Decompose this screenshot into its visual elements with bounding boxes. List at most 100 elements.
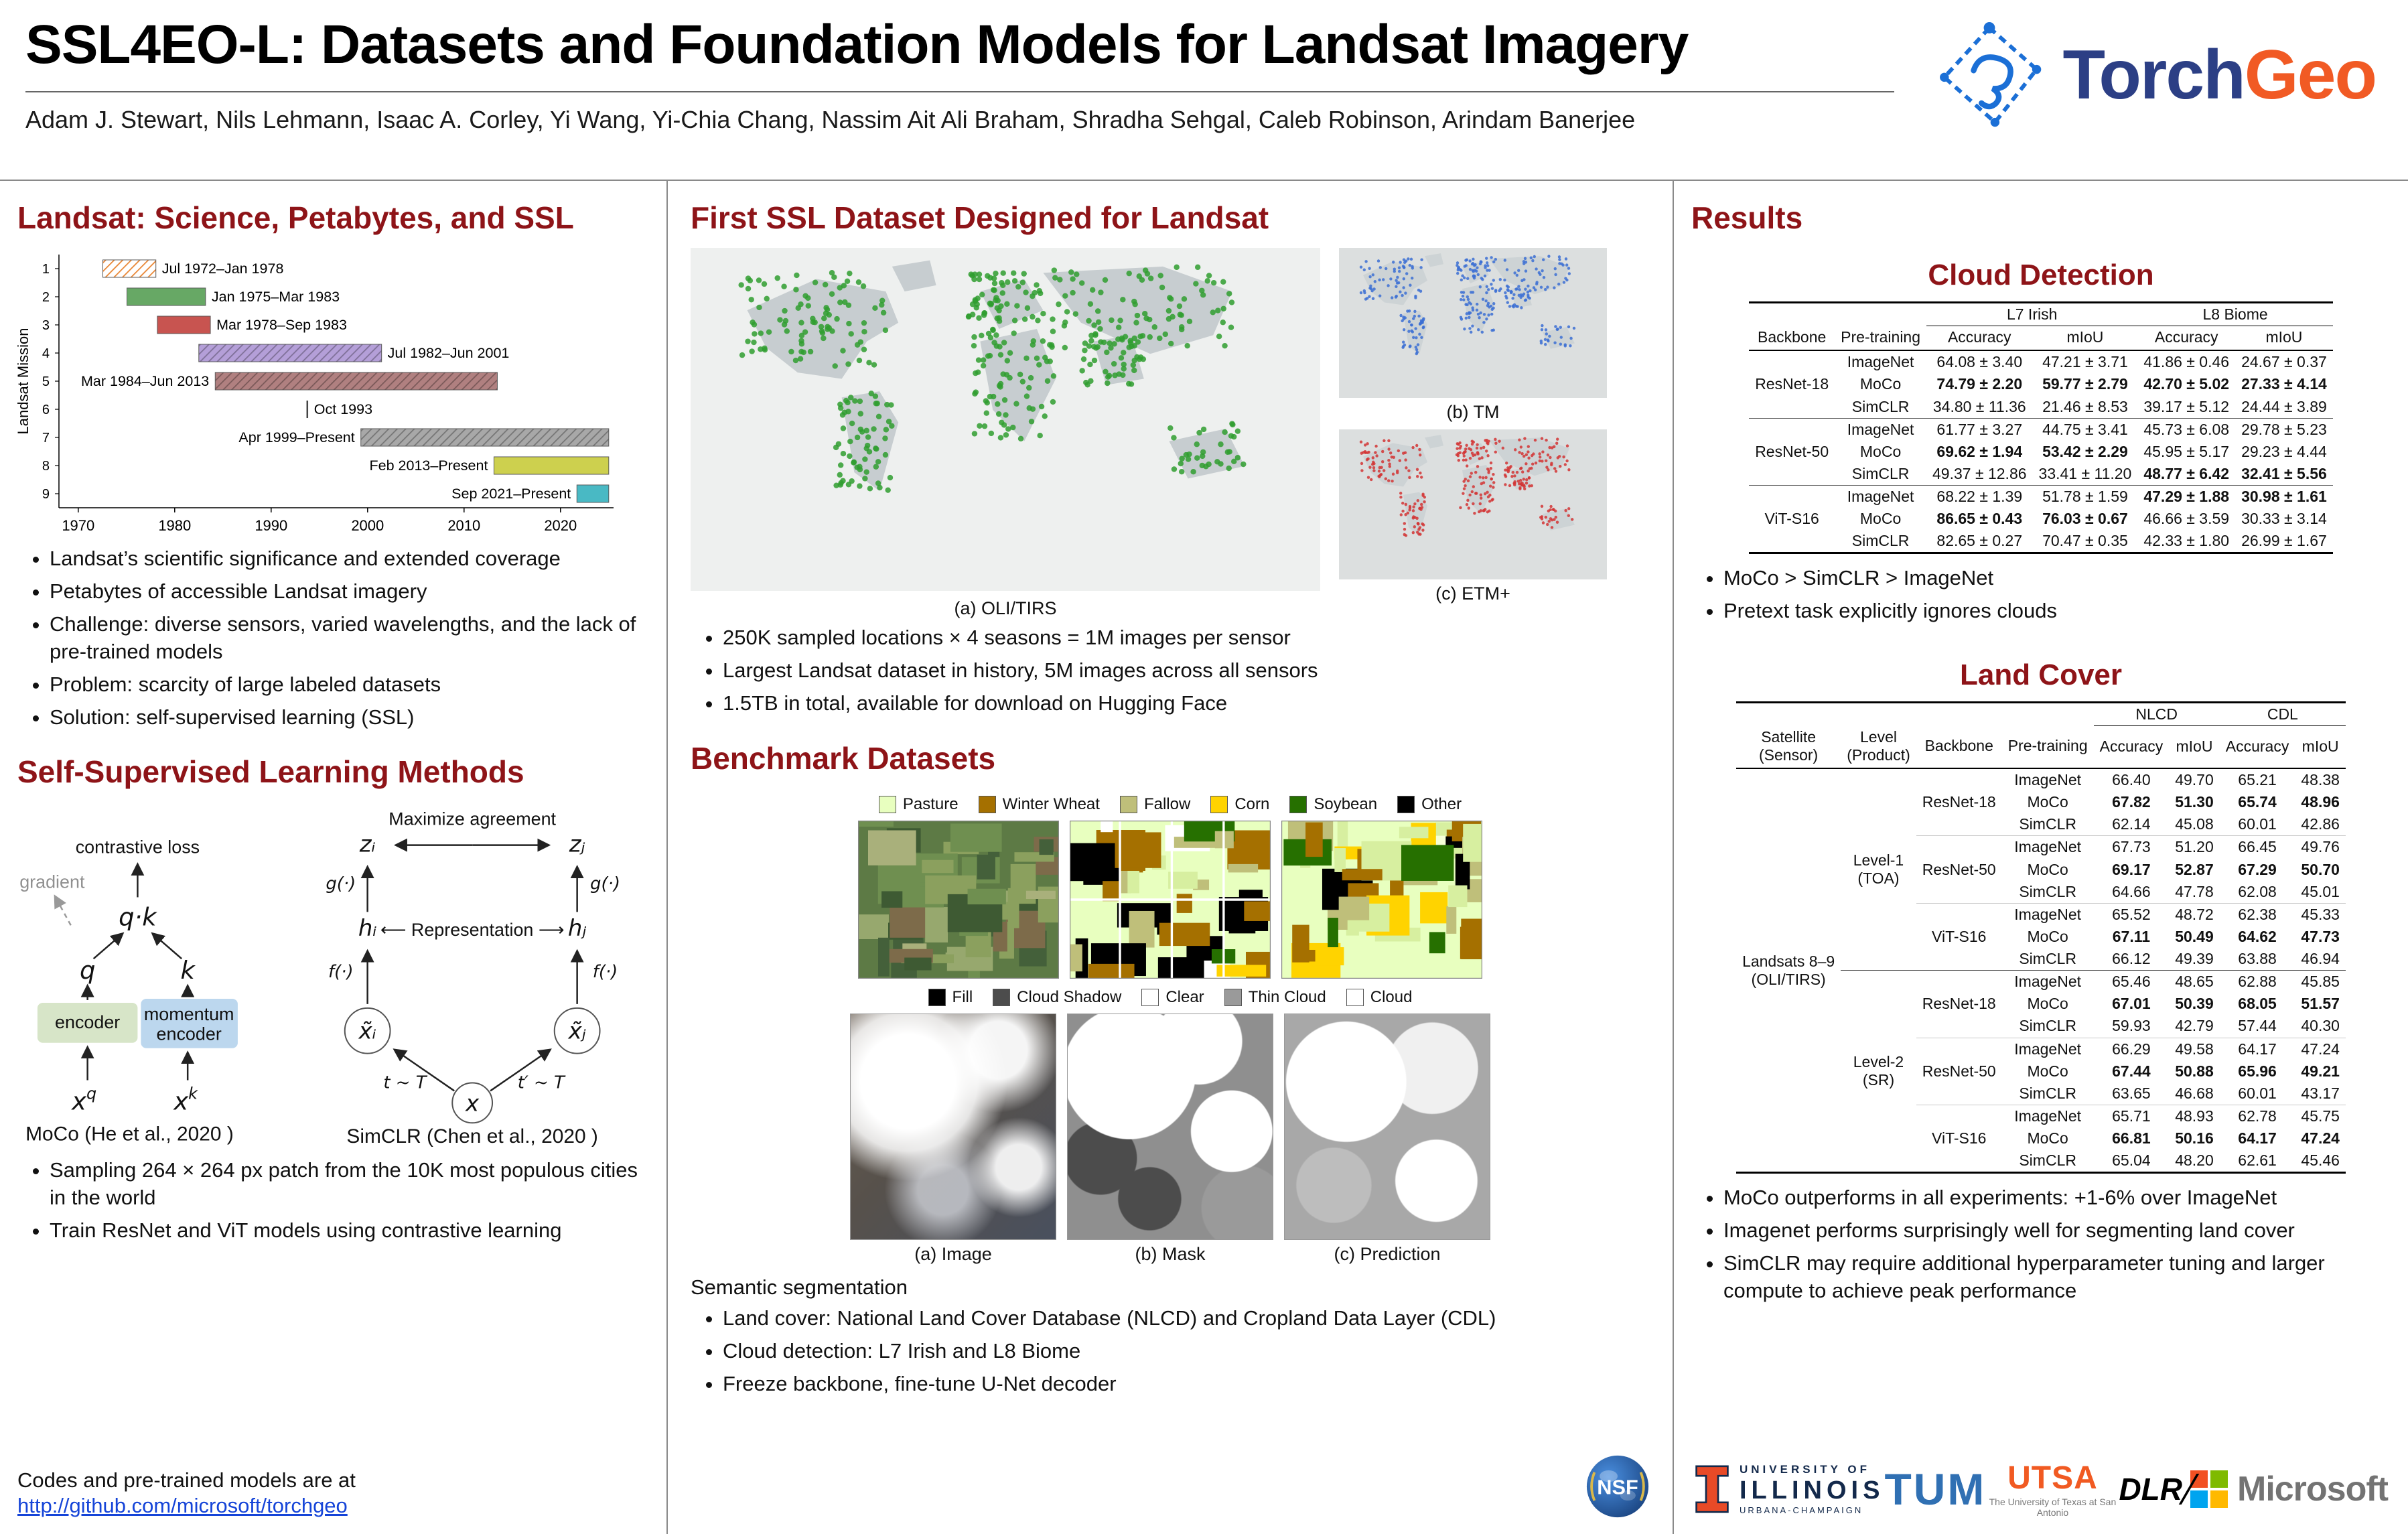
map-oli-tirs-wrap: (a) OLI/TIRS bbox=[691, 248, 1320, 619]
value-cell: 68.05 bbox=[2238, 995, 2277, 1013]
landcover-tiles bbox=[691, 820, 1650, 979]
value-cell: 41.86 ± 0.46 bbox=[2143, 353, 2230, 371]
gantt-bar-label: Mar 1978–Sep 1983 bbox=[216, 317, 347, 333]
value-cell: 45.75 bbox=[2295, 1104, 2346, 1128]
map-tm bbox=[1339, 248, 1607, 398]
value-cell: 27.33 ± 4.14 bbox=[2241, 375, 2327, 393]
simclr-representation-label: ⟵ Representation ⟶ bbox=[380, 920, 565, 940]
value-cell: 24.67 ± 0.37 bbox=[2241, 353, 2327, 371]
value-cell: 64.08 ± 3.40 bbox=[1936, 353, 2023, 371]
simclr-zj-label: zⱼ bbox=[568, 831, 585, 857]
value-cell: 67.82 bbox=[2112, 793, 2151, 811]
table-col-header: Backbone bbox=[1749, 326, 1835, 352]
gantt-y-tick: 8 bbox=[42, 459, 50, 474]
gantt-x-tick: 1970 bbox=[62, 517, 94, 534]
table-row: ViT-S16 ImageNet 68.22 ± 1.39 51.78 ± 1.59 4… bbox=[1749, 484, 2333, 553]
value-cell: 45.08 bbox=[2175, 815, 2214, 833]
value-cell: 67.11 bbox=[2112, 927, 2151, 945]
torchgeo-logo: TorchGeo bbox=[1933, 19, 2377, 131]
value-cell: 49.70 bbox=[2175, 771, 2214, 789]
value-cell: 65.21 bbox=[2238, 771, 2277, 789]
cloud-legend-item: Fill bbox=[928, 988, 973, 1007]
value-cell: 65.46 bbox=[2093, 970, 2170, 993]
value-cell: 34.80 ± 11.36 bbox=[1932, 397, 2026, 415]
cloud-caption-mask: (b) Mask bbox=[1135, 1243, 1206, 1264]
cloud-legend-item: Clear bbox=[1141, 988, 1204, 1007]
value-cell: 46.68 bbox=[2175, 1084, 2214, 1102]
table-col-header: Backbone bbox=[1916, 725, 2002, 770]
landcover-image-tile bbox=[858, 820, 1059, 979]
gantt-bar-label: Jan 1975–Mar 1983 bbox=[212, 289, 340, 305]
github-link[interactable]: http://github.com/microsoft/torchgeo bbox=[17, 1494, 348, 1517]
value-cell: 64.62 bbox=[2238, 927, 2277, 945]
landcover-legend-item: Winter Wheat bbox=[978, 795, 1100, 814]
illinois-logo: UNIVERSITY OF ILLINOIS URBANA-CHAMPAIGN bbox=[1694, 1463, 1884, 1515]
table-row: SimCLR 63.65 46.68 60.01 43.17 bbox=[1736, 1083, 2346, 1105]
microsoft-square-green bbox=[2210, 1470, 2228, 1488]
landsat-mission-timeline-chart: 1970 1980 1990 2000 2010 2020 1 2 3 4 5 6 7 8 9 Landsat… bbox=[17, 255, 614, 534]
pretraining-cell: MoCo bbox=[1859, 510, 1902, 528]
bullet-item: Landsat’s scientific significance and ex… bbox=[50, 545, 649, 573]
legend-swatch bbox=[1397, 795, 1415, 813]
section-heading-ssl-methods: Self-Supervised Learning Methods bbox=[17, 754, 524, 790]
sample-location-maps: (a) OLI/TIRS (b) TM (c) ETM+ bbox=[691, 248, 1650, 619]
legend-swatch bbox=[878, 795, 896, 813]
moco-encoder-label: encoder bbox=[55, 1012, 120, 1032]
value-cell: 47.24 bbox=[2301, 1129, 2340, 1147]
table-row: SimCLR 65.04 48.20 62.61 45.46 bbox=[1736, 1149, 2346, 1173]
value-cell: 21.46 ± 8.53 bbox=[2042, 397, 2128, 415]
map-sample-dots bbox=[1359, 255, 1576, 356]
bullet-item: Sampling 264 × 264 px patch from the 10K… bbox=[50, 1157, 649, 1212]
table-row: ViT-S16 ImageNet 65.52 48.72 62.38 45.33 bbox=[1736, 902, 2346, 971]
map-oli-tirs bbox=[691, 248, 1320, 591]
value-cell: 68.22 ± 1.39 bbox=[1926, 485, 2033, 508]
landcover-legend-item: Soybean bbox=[1289, 795, 1377, 814]
landcover-legend-item: Corn bbox=[1210, 795, 1269, 814]
backbone-cell: ViT-S16 bbox=[1916, 902, 2002, 971]
moco-caption: MoCo (He et al., 2020 ) bbox=[25, 1123, 234, 1145]
moco-loss-label: contrastive loss bbox=[76, 837, 200, 857]
illinois-line2: ILLINOIS bbox=[1740, 1476, 1885, 1505]
table-row: MoCo 69.62 ± 1.94 53.42 ± 2.29 45.95 ± 5.17… bbox=[1749, 441, 2333, 463]
legend-label: Clear bbox=[1165, 987, 1204, 1006]
value-cell: 49.58 bbox=[2169, 1037, 2220, 1060]
legend-label: Other bbox=[1421, 794, 1462, 813]
table-row: Level-2 (SR) ResNet-18 ImageNet 65.46 48.65 6… bbox=[1736, 970, 2346, 1173]
torchgeo-torch-text: Torch bbox=[2062, 36, 2246, 114]
table-row: MoCo 67.11 50.49 64.62 47.73 bbox=[1736, 926, 2346, 948]
pretraining-cell: SimCLR bbox=[2019, 1152, 2076, 1170]
legend-swatch bbox=[1346, 988, 1364, 1006]
legend-label: Corn bbox=[1234, 794, 1270, 813]
nsf-logo: NSF bbox=[1585, 1454, 1650, 1522]
cloud-figure-image: (a) Image bbox=[850, 1013, 1056, 1265]
moco-momentum-encoder-box bbox=[141, 999, 238, 1049]
value-cell: 47.24 bbox=[2295, 1037, 2346, 1060]
value-cell: 69.62 ± 1.94 bbox=[1936, 442, 2023, 460]
gantt-y-tick: 5 bbox=[42, 374, 50, 389]
poster-authors: Adam J. Stewart, Nils Lehmann, Isaac A. … bbox=[25, 106, 1636, 133]
value-cell: 50.16 bbox=[2175, 1129, 2214, 1147]
subheading-land-cover: Land Cover bbox=[1959, 658, 2123, 692]
gantt-x-tick: 1980 bbox=[158, 517, 191, 534]
microsoft-square-yellow bbox=[2210, 1490, 2228, 1508]
bullet-item: MoCo outperforms in all experiments: +1-… bbox=[1723, 1184, 2391, 1212]
moco-diagram: contrastive loss gradient q·k q k encode… bbox=[19, 837, 238, 1145]
table-row: SimCLR 82.65 ± 0.27 70.47 ± 0.35 42.33 ± 1.… bbox=[1749, 530, 2333, 553]
legend-swatch bbox=[928, 988, 946, 1006]
ssl-diagrams: contrastive loss gradient q·k q k encode… bbox=[17, 803, 649, 1152]
legend-swatch bbox=[1224, 988, 1242, 1006]
pretraining-cell: MoCo bbox=[2027, 995, 2068, 1013]
subheading-cloud-detection: Cloud Detection bbox=[1928, 259, 2154, 291]
pretraining-cell: ImageNet bbox=[2001, 835, 2094, 859]
value-cell: 45.73 ± 6.08 bbox=[2137, 417, 2236, 441]
simclr-g1-label: g(·) bbox=[326, 874, 356, 894]
value-cell: 46.94 bbox=[2301, 950, 2340, 968]
simclr-maximize-label: Maximize agreement bbox=[388, 809, 556, 829]
simclr-zi-label: zᵢ bbox=[358, 831, 375, 857]
table-row: ResNet-18 ImageNet 64.08 ± 3.40 47.21 ± 3.7… bbox=[1749, 350, 2333, 393]
value-cell: 51.57 bbox=[2301, 995, 2340, 1013]
value-cell: 47.78 bbox=[2175, 882, 2214, 900]
value-cell: 48.93 bbox=[2169, 1104, 2220, 1128]
gantt-bar bbox=[198, 344, 382, 362]
